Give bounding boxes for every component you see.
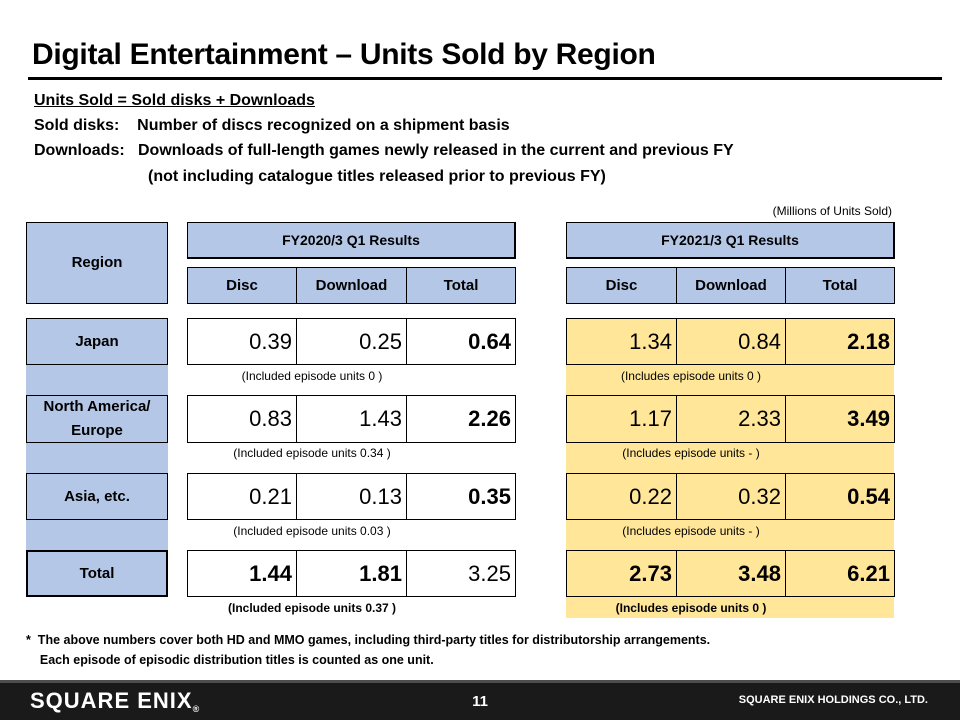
japan-fy2020-episode-note: (Included episode units 0 ) [241, 369, 383, 383]
na-eu-fy2021-disc: 1.17 [566, 395, 677, 443]
company-name: SQUARE ENIX HOLDINGS CO., LTD. [738, 694, 928, 706]
na-eu-fy2020-total: 2.26 [406, 395, 516, 443]
title-underline [28, 77, 942, 80]
fy2020-total-header: Total [406, 267, 516, 304]
na-eu-fy2020-disc: 0.83 [187, 395, 297, 443]
unit-note: (Millions of Units Sold) [772, 204, 892, 218]
asia-fy2021-episode-note: (Includes episode units - ) [622, 524, 760, 538]
japan-fy2020-download: 0.25 [296, 318, 407, 365]
footnote-episodic: Each episode of episodic distribution ti… [26, 653, 434, 667]
total-fy2021-total: 6.21 [785, 550, 895, 597]
na-eu-fy2020-episode-note: (Included episode units 0.34 ) [233, 446, 391, 460]
region-band [26, 364, 168, 395]
total-fy2020-episode-note: (Included episode units 0.37 ) [227, 601, 397, 615]
registered-mark: ® [192, 704, 201, 714]
total-fy2021-disc: 2.73 [566, 550, 677, 597]
total-fy2020-disc: 1.44 [187, 550, 297, 597]
total-fy2020-total: 3.25 [406, 550, 516, 597]
footer-bar: SQUARE ENIX® 11 SQUARE ENIX HOLDINGS CO.… [0, 680, 960, 720]
region-japan: Japan [26, 318, 168, 365]
japan-fy2020-disc: 0.39 [187, 318, 297, 365]
na-eu-fy2021-total: 3.49 [785, 395, 895, 443]
asia-fy2021-total: 0.54 [785, 473, 895, 520]
asia-fy2021-download: 0.32 [676, 473, 786, 520]
footnote-hd-mmo: * The above numbers cover both HD and MM… [26, 633, 711, 647]
total-fy2020-download: 1.81 [296, 550, 407, 597]
japan-fy2021-download: 0.84 [676, 318, 786, 365]
region-header: Region [26, 222, 168, 304]
fy2021-header: FY2021/3 Q1 Results [566, 222, 895, 259]
na-eu-fy2021-episode-note: (Includes episode units - ) [622, 446, 760, 460]
fy2020-header: FY2020/3 Q1 Results [187, 222, 516, 259]
page-number: 11 [472, 693, 488, 710]
region-asia-etc: Asia, etc. [26, 473, 168, 520]
fy2021-download-header: Download [676, 267, 786, 304]
asia-fy2020-episode-note: (Included episode units 0.03 ) [233, 524, 391, 538]
region-band [26, 520, 168, 551]
page-title: Digital Entertainment – Units Sold by Re… [32, 38, 656, 71]
square-enix-logo: SQUARE ENIX® [30, 688, 200, 714]
units-sold-definition: Units Sold = Sold disks + Downloads [34, 92, 315, 109]
total-fy2021-episode-note: (Includes episode units 0 ) [615, 601, 767, 615]
japan-fy2021-episode-note: (Includes episode units 0 ) [620, 369, 762, 383]
fy2020-download-header: Download [296, 267, 407, 304]
fy2020-disc-header: Disc [187, 267, 297, 304]
asia-fy2020-total: 0.35 [406, 473, 516, 520]
region-band [26, 442, 168, 473]
na-eu-fy2021-download: 2.33 [676, 395, 786, 443]
sold-disks-definition: Sold disks: Number of discs recognized o… [34, 117, 510, 134]
fy2021-disc-header: Disc [566, 267, 677, 304]
region-total: Total [26, 550, 168, 597]
region-north-america-europe: North America/ Europe [26, 395, 168, 443]
total-fy2021-download: 3.48 [676, 550, 786, 597]
footnotes: * The above numbers cover both HD and MM… [26, 630, 710, 670]
japan-fy2021-disc: 1.34 [566, 318, 677, 365]
japan-fy2020-total: 0.64 [406, 318, 516, 365]
asia-fy2020-disc: 0.21 [187, 473, 297, 520]
asia-fy2020-download: 0.13 [296, 473, 407, 520]
fy2021-total-header: Total [785, 267, 895, 304]
japan-fy2021-total: 2.18 [785, 318, 895, 365]
asia-fy2021-disc: 0.22 [566, 473, 677, 520]
downloads-definition: Downloads: Downloads of full-length game… [34, 142, 734, 159]
na-eu-fy2020-download: 1.43 [296, 395, 407, 443]
logo-text: SQUARE ENIX [30, 688, 193, 713]
downloads-definition-note: (not including catalogue titles released… [148, 168, 606, 185]
